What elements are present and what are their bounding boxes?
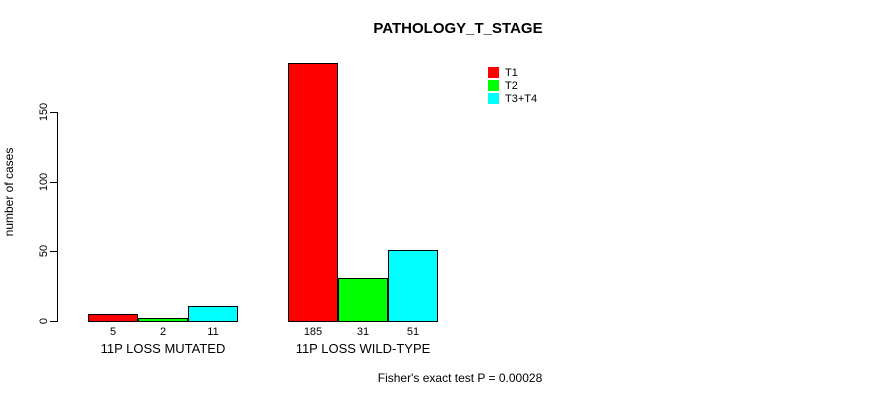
- bar-value-label: 2: [159, 326, 167, 338]
- legend-item: T3+T4: [488, 92, 537, 105]
- legend-label: T3+T4: [505, 92, 538, 105]
- bar-t3-t4: [188, 306, 238, 322]
- legend-item: T2: [488, 79, 537, 92]
- legend-swatch-t1: [488, 67, 499, 78]
- y-tick: [50, 112, 57, 113]
- y-tick-label: 50: [38, 244, 50, 258]
- legend: T1 T2 T3+T4: [488, 66, 537, 105]
- y-axis-line: [57, 112, 58, 322]
- chart-annotation: Fisher's exact test P = 0.00028: [377, 371, 543, 385]
- y-tick-label: 0: [38, 317, 50, 325]
- legend-swatch-t2: [488, 80, 499, 91]
- bar-t1: [88, 314, 138, 322]
- y-tick-label: 150: [38, 102, 50, 122]
- bar-value-label: 11: [207, 326, 219, 338]
- category-label: 11P LOSS MUTATED: [100, 341, 226, 356]
- bar-t2: [138, 318, 188, 322]
- bar-t2: [338, 278, 388, 322]
- legend-swatch-t3-t4: [488, 93, 499, 104]
- bar-value-label: 5: [109, 326, 117, 338]
- legend-item: T1: [488, 66, 537, 79]
- chart-title: PATHOLOGY_T_STAGE: [373, 20, 543, 37]
- bar-t3-t4: [388, 250, 438, 322]
- y-tick-label: 100: [38, 172, 50, 192]
- y-axis-title: number of cases: [2, 147, 16, 237]
- legend-label: T1: [505, 66, 518, 79]
- bar-value-label: 31: [356, 326, 370, 338]
- bar-value-label: 185: [303, 326, 323, 338]
- bar-t1: [288, 63, 338, 322]
- y-tick: [50, 321, 57, 322]
- y-tick: [50, 182, 57, 183]
- legend-label: T2: [505, 79, 518, 92]
- bar-value-label: 51: [406, 326, 420, 338]
- category-label: 11P LOSS WILD-TYPE: [295, 341, 431, 356]
- y-tick: [50, 251, 57, 252]
